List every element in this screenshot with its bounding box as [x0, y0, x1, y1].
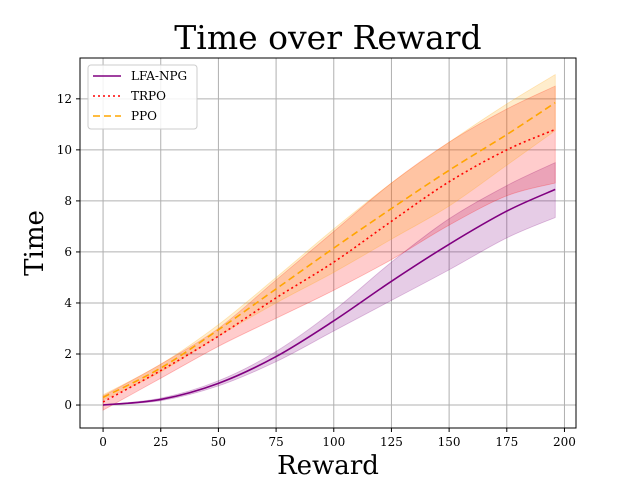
y-tick-label: 8 [64, 194, 72, 208]
series-lines [102, 101, 556, 406]
confidence-band-lfa-npg [103, 161, 556, 406]
y-axis-title: Time [20, 210, 50, 276]
x-tick-label: 0 [99, 435, 107, 449]
series-line-trpo [102, 128, 556, 403]
x-tick-label: 175 [495, 435, 518, 449]
series-line-lfa-npg [102, 188, 556, 406]
axis-ticks: 0 25 50 75 100 125 150 175 200 0 2 4 6 8 10 12 [57, 92, 576, 449]
y-tick-label: 0 [64, 398, 72, 412]
y-tick-label: 4 [64, 296, 72, 310]
legend-label-trpo: TRPO [131, 89, 166, 103]
x-tick-label: 100 [322, 435, 345, 449]
confidence-band-trpo [102, 85, 556, 411]
x-tick-label: 50 [211, 435, 226, 449]
legend-box [87, 64, 198, 130]
x-axis-title: Reward [277, 451, 379, 480]
y-tick-label: 10 [57, 143, 72, 157]
legend-label-lfa-npg: LFA-NPG [131, 69, 187, 83]
x-tick-label: 200 [553, 435, 576, 449]
chart-title: Time over Reward [174, 18, 481, 57]
y-tick-label: 2 [64, 347, 72, 361]
confidence-bands [102, 73, 556, 411]
x-tick-label: 150 [438, 435, 461, 449]
x-tick-label: 125 [380, 435, 403, 449]
legend-label-ppo: PPO [131, 109, 157, 123]
plot-frame [79, 57, 577, 429]
confidence-band-ppo [102, 73, 556, 401]
legend: LFA-NPG TRPO PPO [87, 64, 198, 130]
y-tick-label: 6 [64, 245, 72, 259]
x-tick-label: 75 [268, 435, 283, 449]
series-line-ppo [102, 101, 556, 399]
x-tick-label: 25 [153, 435, 168, 449]
y-tick-label: 12 [57, 92, 72, 106]
